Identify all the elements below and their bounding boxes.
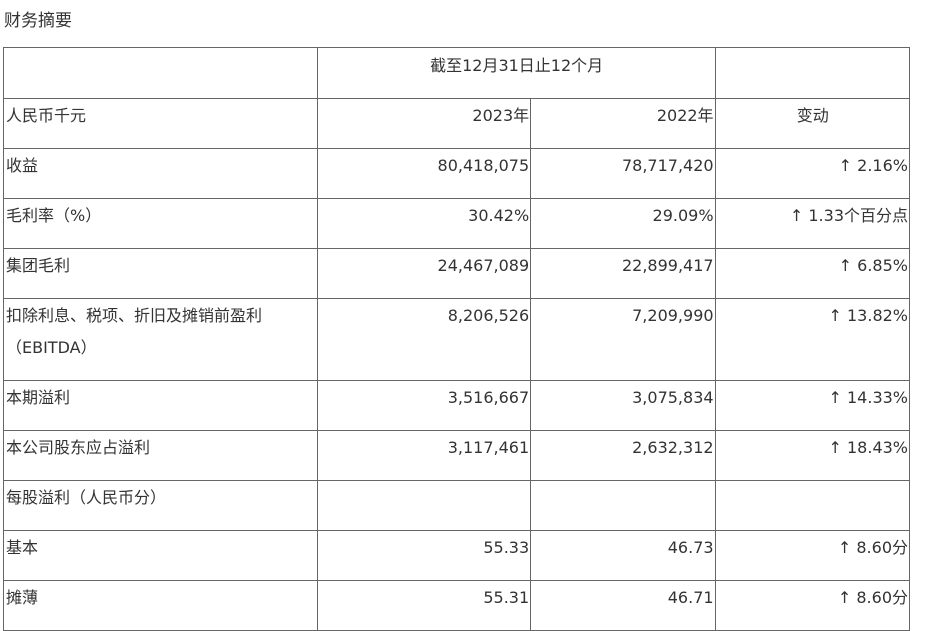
- page-title: 财务摘要: [4, 11, 72, 31]
- value-2022: 22,899,417: [530, 248, 716, 299]
- row-label: 基本: [3, 530, 318, 581]
- header-empty-cell: [714, 47, 911, 99]
- change-header: 变动: [714, 98, 911, 149]
- value-2023: 55.33: [316, 530, 532, 581]
- table-row: 每股溢利（人民币分）: [3, 480, 911, 531]
- change-value: ↑ 8.60分: [714, 580, 911, 631]
- value-2022: 3,075,834: [530, 380, 716, 431]
- row-label: 摊薄: [3, 580, 318, 631]
- row-label: 本公司股东应占溢利: [3, 430, 318, 481]
- change-value: ↑ 13.82%: [714, 298, 911, 381]
- value-2022: 46.73: [530, 530, 716, 581]
- change-value: [714, 480, 911, 531]
- year-2023-header: 2023年: [316, 98, 532, 149]
- value-2022: 2,632,312: [530, 430, 716, 481]
- value-2023: [316, 480, 532, 531]
- header-empty-cell: [3, 47, 318, 99]
- row-label: 本期溢利: [3, 380, 318, 431]
- change-value: ↑ 2.16%: [714, 148, 911, 199]
- table-row: 摊薄 55.31 46.71 ↑ 8.60分: [3, 580, 911, 631]
- period-header: 截至12月31日止12个月: [316, 47, 716, 99]
- table-row: 毛利率（%） 30.42% 29.09% ↑ 1.33个百分点: [3, 198, 911, 249]
- value-2022: 46.71: [530, 580, 716, 631]
- change-value: ↑ 8.60分: [714, 530, 911, 581]
- row-label: 毛利率（%）: [3, 198, 318, 249]
- unit-header: 人民币千元: [3, 98, 318, 149]
- table-row: 收益 80,418,075 78,717,420 ↑ 2.16%: [3, 148, 911, 199]
- row-label: 扣除利息、税项、折旧及摊销前盈利（EBITDA）: [3, 298, 318, 381]
- change-value: ↑ 18.43%: [714, 430, 911, 481]
- header-row-period: 截至12月31日止12个月: [3, 47, 911, 99]
- value-2023: 24,467,089: [316, 248, 532, 299]
- change-value: ↑ 1.33个百分点: [714, 198, 911, 249]
- value-2022: 7,209,990: [530, 298, 716, 381]
- year-2022-header: 2022年: [530, 98, 716, 149]
- table-row: 本公司股东应占溢利 3,117,461 2,632,312 ↑ 18.43%: [3, 430, 911, 481]
- financial-summary-table: 截至12月31日止12个月 人民币千元 2023年 2022年 变动 收益 80…: [3, 47, 911, 631]
- value-2022: 29.09%: [530, 198, 716, 249]
- table-row: 集团毛利 24,467,089 22,899,417 ↑ 6.85%: [3, 248, 911, 299]
- table-row: 基本 55.33 46.73 ↑ 8.60分: [3, 530, 911, 581]
- value-2023: 80,418,075: [316, 148, 532, 199]
- value-2023: 3,516,667: [316, 380, 532, 431]
- table-row: 扣除利息、税项、折旧及摊销前盈利（EBITDA） 8,206,526 7,209…: [3, 298, 911, 381]
- row-label: 每股溢利（人民币分）: [3, 480, 318, 531]
- table-row: 本期溢利 3,516,667 3,075,834 ↑ 14.33%: [3, 380, 911, 431]
- change-value: ↑ 14.33%: [714, 380, 911, 431]
- header-row-columns: 人民币千元 2023年 2022年 变动: [3, 98, 911, 149]
- row-label: 集团毛利: [3, 248, 318, 299]
- value-2022: [530, 480, 716, 531]
- value-2023: 55.31: [316, 580, 532, 631]
- row-label: 收益: [3, 148, 318, 199]
- value-2023: 30.42%: [316, 198, 532, 249]
- value-2022: 78,717,420: [530, 148, 716, 199]
- value-2023: 8,206,526: [316, 298, 532, 381]
- value-2023: 3,117,461: [316, 430, 532, 481]
- change-value: ↑ 6.85%: [714, 248, 911, 299]
